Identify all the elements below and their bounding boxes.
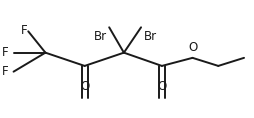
Text: O: O: [188, 41, 197, 54]
Text: Br: Br: [144, 30, 157, 43]
Text: F: F: [2, 65, 8, 78]
Text: Br: Br: [94, 30, 107, 43]
Text: F: F: [20, 24, 27, 37]
Text: F: F: [2, 46, 8, 59]
Text: O: O: [80, 80, 89, 93]
Text: O: O: [157, 80, 167, 93]
